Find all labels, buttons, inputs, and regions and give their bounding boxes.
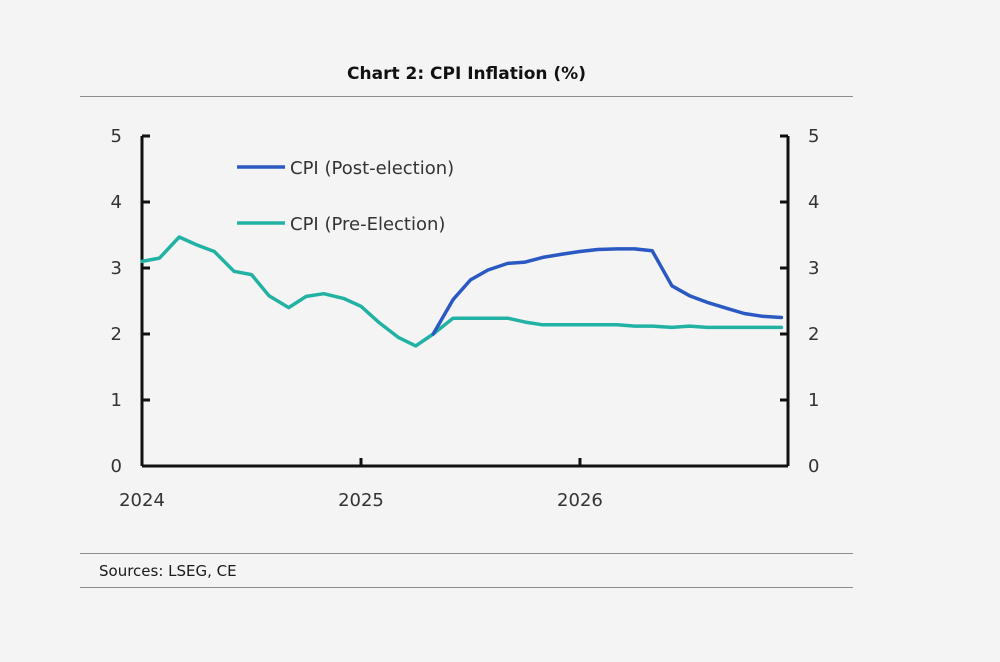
series-line-cpi-pre-election [140, 235, 784, 348]
y-tick-label-left: 2 [111, 324, 122, 345]
legend-label: CPI (Post-election) [290, 158, 454, 179]
chart-title: Chart 2: CPI Inflation (%) [347, 64, 586, 84]
top-divider [80, 96, 853, 97]
series-lines [140, 235, 784, 348]
y-tick-label-right: 0 [808, 456, 819, 477]
y-tick-label-right: 4 [808, 192, 819, 213]
axes: 0 1 2 3 4 5 0 1 2 3 4 5 2024 2025 2026 [111, 126, 820, 511]
y-tick-label-right: 1 [808, 390, 819, 411]
y-tick-label-left: 0 [111, 456, 122, 477]
series-line-cpi-post-election [431, 247, 784, 336]
legend: CPI (Post-election) CPI (Pre-Election) [237, 158, 454, 235]
footer-divider [80, 587, 853, 588]
y-tick-label-right: 2 [808, 324, 819, 345]
bottom-divider [80, 553, 853, 554]
sources-note: Sources: LSEG, CE [99, 562, 237, 580]
y-tick-label-left: 3 [111, 258, 122, 279]
legend-label: CPI (Pre-Election) [290, 214, 445, 235]
x-tick-label: 2024 [119, 490, 165, 511]
y-tick-label-left: 4 [111, 192, 122, 213]
y-tick-label-left: 1 [111, 390, 122, 411]
x-tick-label: 2025 [338, 490, 384, 511]
y-tick-label-right: 3 [808, 258, 819, 279]
x-tick-label: 2026 [557, 490, 603, 511]
y-tick-label-left: 5 [111, 126, 122, 147]
y-tick-label-right: 5 [808, 126, 819, 147]
